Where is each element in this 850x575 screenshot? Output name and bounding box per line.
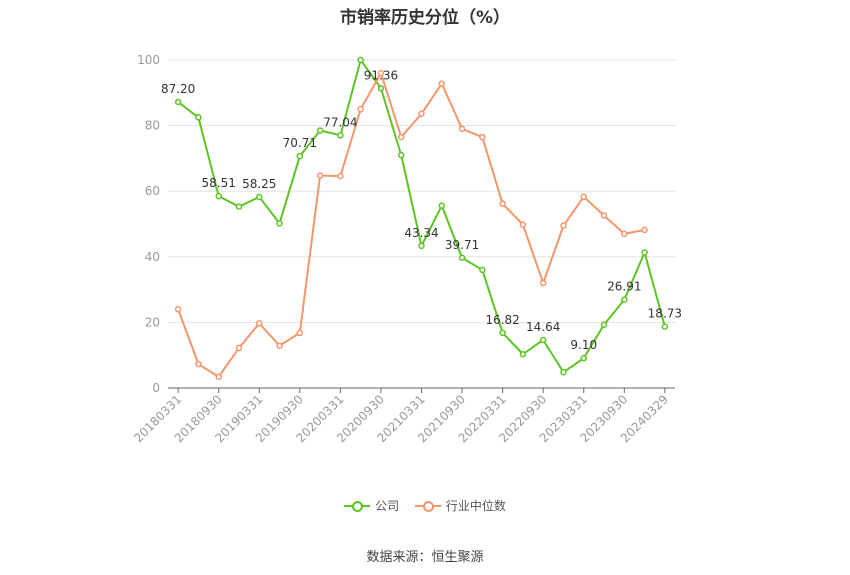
data-point xyxy=(296,329,304,337)
data-point xyxy=(377,85,385,92)
data-point xyxy=(215,373,222,381)
data-label: 91.36 xyxy=(364,68,398,82)
data-point xyxy=(316,127,324,134)
data-point xyxy=(499,329,506,337)
data-point xyxy=(438,202,446,209)
data-label: 58.51 xyxy=(202,176,236,190)
data-point xyxy=(215,192,222,200)
data-point xyxy=(276,342,283,349)
series-layer xyxy=(174,56,669,381)
data-point xyxy=(539,336,547,344)
data-label: 9.10 xyxy=(570,338,597,352)
data-label: 26.91 xyxy=(607,280,641,294)
legend-item-industry-median[interactable]: 行业中位数 xyxy=(414,497,506,514)
data-point xyxy=(560,222,567,229)
y-tick-label: 80 xyxy=(145,119,160,133)
data-point xyxy=(256,320,263,327)
data-point xyxy=(195,360,202,368)
data-point xyxy=(621,296,628,303)
legend-label: 行业中位数 xyxy=(445,499,506,513)
data-point xyxy=(661,323,669,330)
data-point xyxy=(438,80,446,87)
data-point xyxy=(397,133,405,141)
data-label: 77.04 xyxy=(323,115,357,129)
data-point xyxy=(337,172,344,180)
data-label: 70.71 xyxy=(283,136,317,150)
data-point xyxy=(296,152,304,160)
legend-item-company[interactable]: 公司 xyxy=(344,497,399,514)
data-point xyxy=(316,172,324,179)
y-tick-label: 100 xyxy=(137,53,160,67)
data-point xyxy=(458,125,466,133)
data-point xyxy=(641,249,648,256)
data-point xyxy=(539,279,547,287)
data-point xyxy=(580,354,587,362)
chart-title: 市销率历史分位（%） xyxy=(339,8,511,28)
grid-layer xyxy=(168,59,675,323)
y-tick-label: 0 xyxy=(152,381,160,395)
data-label: 58.25 xyxy=(242,177,276,191)
data-point xyxy=(337,132,344,139)
data-point xyxy=(174,306,182,313)
axis-layer: 0204060801002018033120180930201903312019… xyxy=(131,53,675,445)
data-label-layer: 87.20 58.51 58.25 70.71 77.04 91.36 43.34 39.71… xyxy=(161,68,682,352)
data-point xyxy=(397,151,405,159)
data-point xyxy=(499,200,506,207)
y-tick-label: 40 xyxy=(145,250,160,264)
data-point xyxy=(580,193,587,201)
legend-line-icon xyxy=(414,499,441,513)
data-label: 39.71 xyxy=(445,238,479,252)
data-point xyxy=(519,350,527,358)
data-label: 14.64 xyxy=(526,320,560,334)
data-point xyxy=(479,266,486,274)
data-point xyxy=(235,344,243,352)
data-point xyxy=(458,254,466,262)
legend-label: 公司 xyxy=(375,499,400,513)
data-label: 87.20 xyxy=(161,82,195,96)
series-line xyxy=(177,72,645,378)
data-point xyxy=(235,203,243,210)
data-point xyxy=(195,114,202,121)
legend: 公司 行业中位数 xyxy=(0,497,850,516)
data-label: 43.34 xyxy=(404,226,438,240)
data-point xyxy=(276,220,283,227)
data-point xyxy=(560,369,567,376)
series-line xyxy=(177,59,666,374)
data-point xyxy=(377,69,385,77)
data-point xyxy=(479,133,486,141)
data-point xyxy=(357,105,364,113)
source-note: 数据来源：恒生聚源 xyxy=(366,550,484,565)
data-point xyxy=(418,242,425,250)
data-point xyxy=(600,212,608,219)
data-point xyxy=(418,110,425,118)
data-point xyxy=(174,98,182,106)
y-tick-label: 20 xyxy=(145,315,160,329)
data-point xyxy=(621,230,628,238)
y-tick-label: 60 xyxy=(145,184,160,198)
data-label: 18.73 xyxy=(648,307,682,321)
data-point xyxy=(519,221,527,228)
legend-line-icon xyxy=(344,499,371,513)
data-point xyxy=(600,321,608,328)
data-point xyxy=(256,193,263,201)
data-point xyxy=(641,226,648,234)
data-label: 16.82 xyxy=(485,313,519,327)
data-point xyxy=(357,56,364,64)
